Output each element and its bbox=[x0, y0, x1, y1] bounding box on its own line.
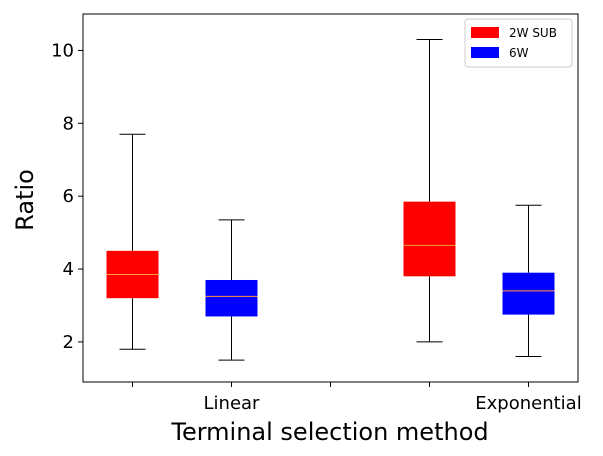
x-axis-title: Terminal selection method bbox=[170, 418, 488, 446]
y-tick-label: 4 bbox=[63, 259, 74, 280]
y-tick-label: 6 bbox=[63, 186, 74, 207]
legend-label-6w: 6W bbox=[509, 46, 529, 60]
y-tick-label: 10 bbox=[51, 40, 74, 61]
y-tick-label: 8 bbox=[63, 113, 74, 134]
legend-swatch-6w bbox=[471, 47, 499, 58]
axes-frame bbox=[82, 13, 579, 383]
box-2w-sub-exponential-box bbox=[403, 201, 456, 277]
x-tick-label: Exponential bbox=[475, 393, 581, 414]
box-6w-linear-box bbox=[205, 279, 258, 317]
plot-area bbox=[106, 39, 555, 361]
y-tick-label: 2 bbox=[63, 332, 74, 353]
legend-label-2w-sub: 2W SUB bbox=[509, 26, 557, 40]
y-axis-title: Ratio bbox=[11, 169, 39, 231]
legend-swatch-2w-sub bbox=[471, 27, 499, 38]
x-tick-label: Linear bbox=[204, 393, 261, 414]
axes: 2 4 6 8 10 Linear Exponential bbox=[51, 13, 582, 414]
box-6w-exponential-box bbox=[502, 272, 555, 315]
legend: 2W SUB 6W bbox=[464, 18, 573, 68]
